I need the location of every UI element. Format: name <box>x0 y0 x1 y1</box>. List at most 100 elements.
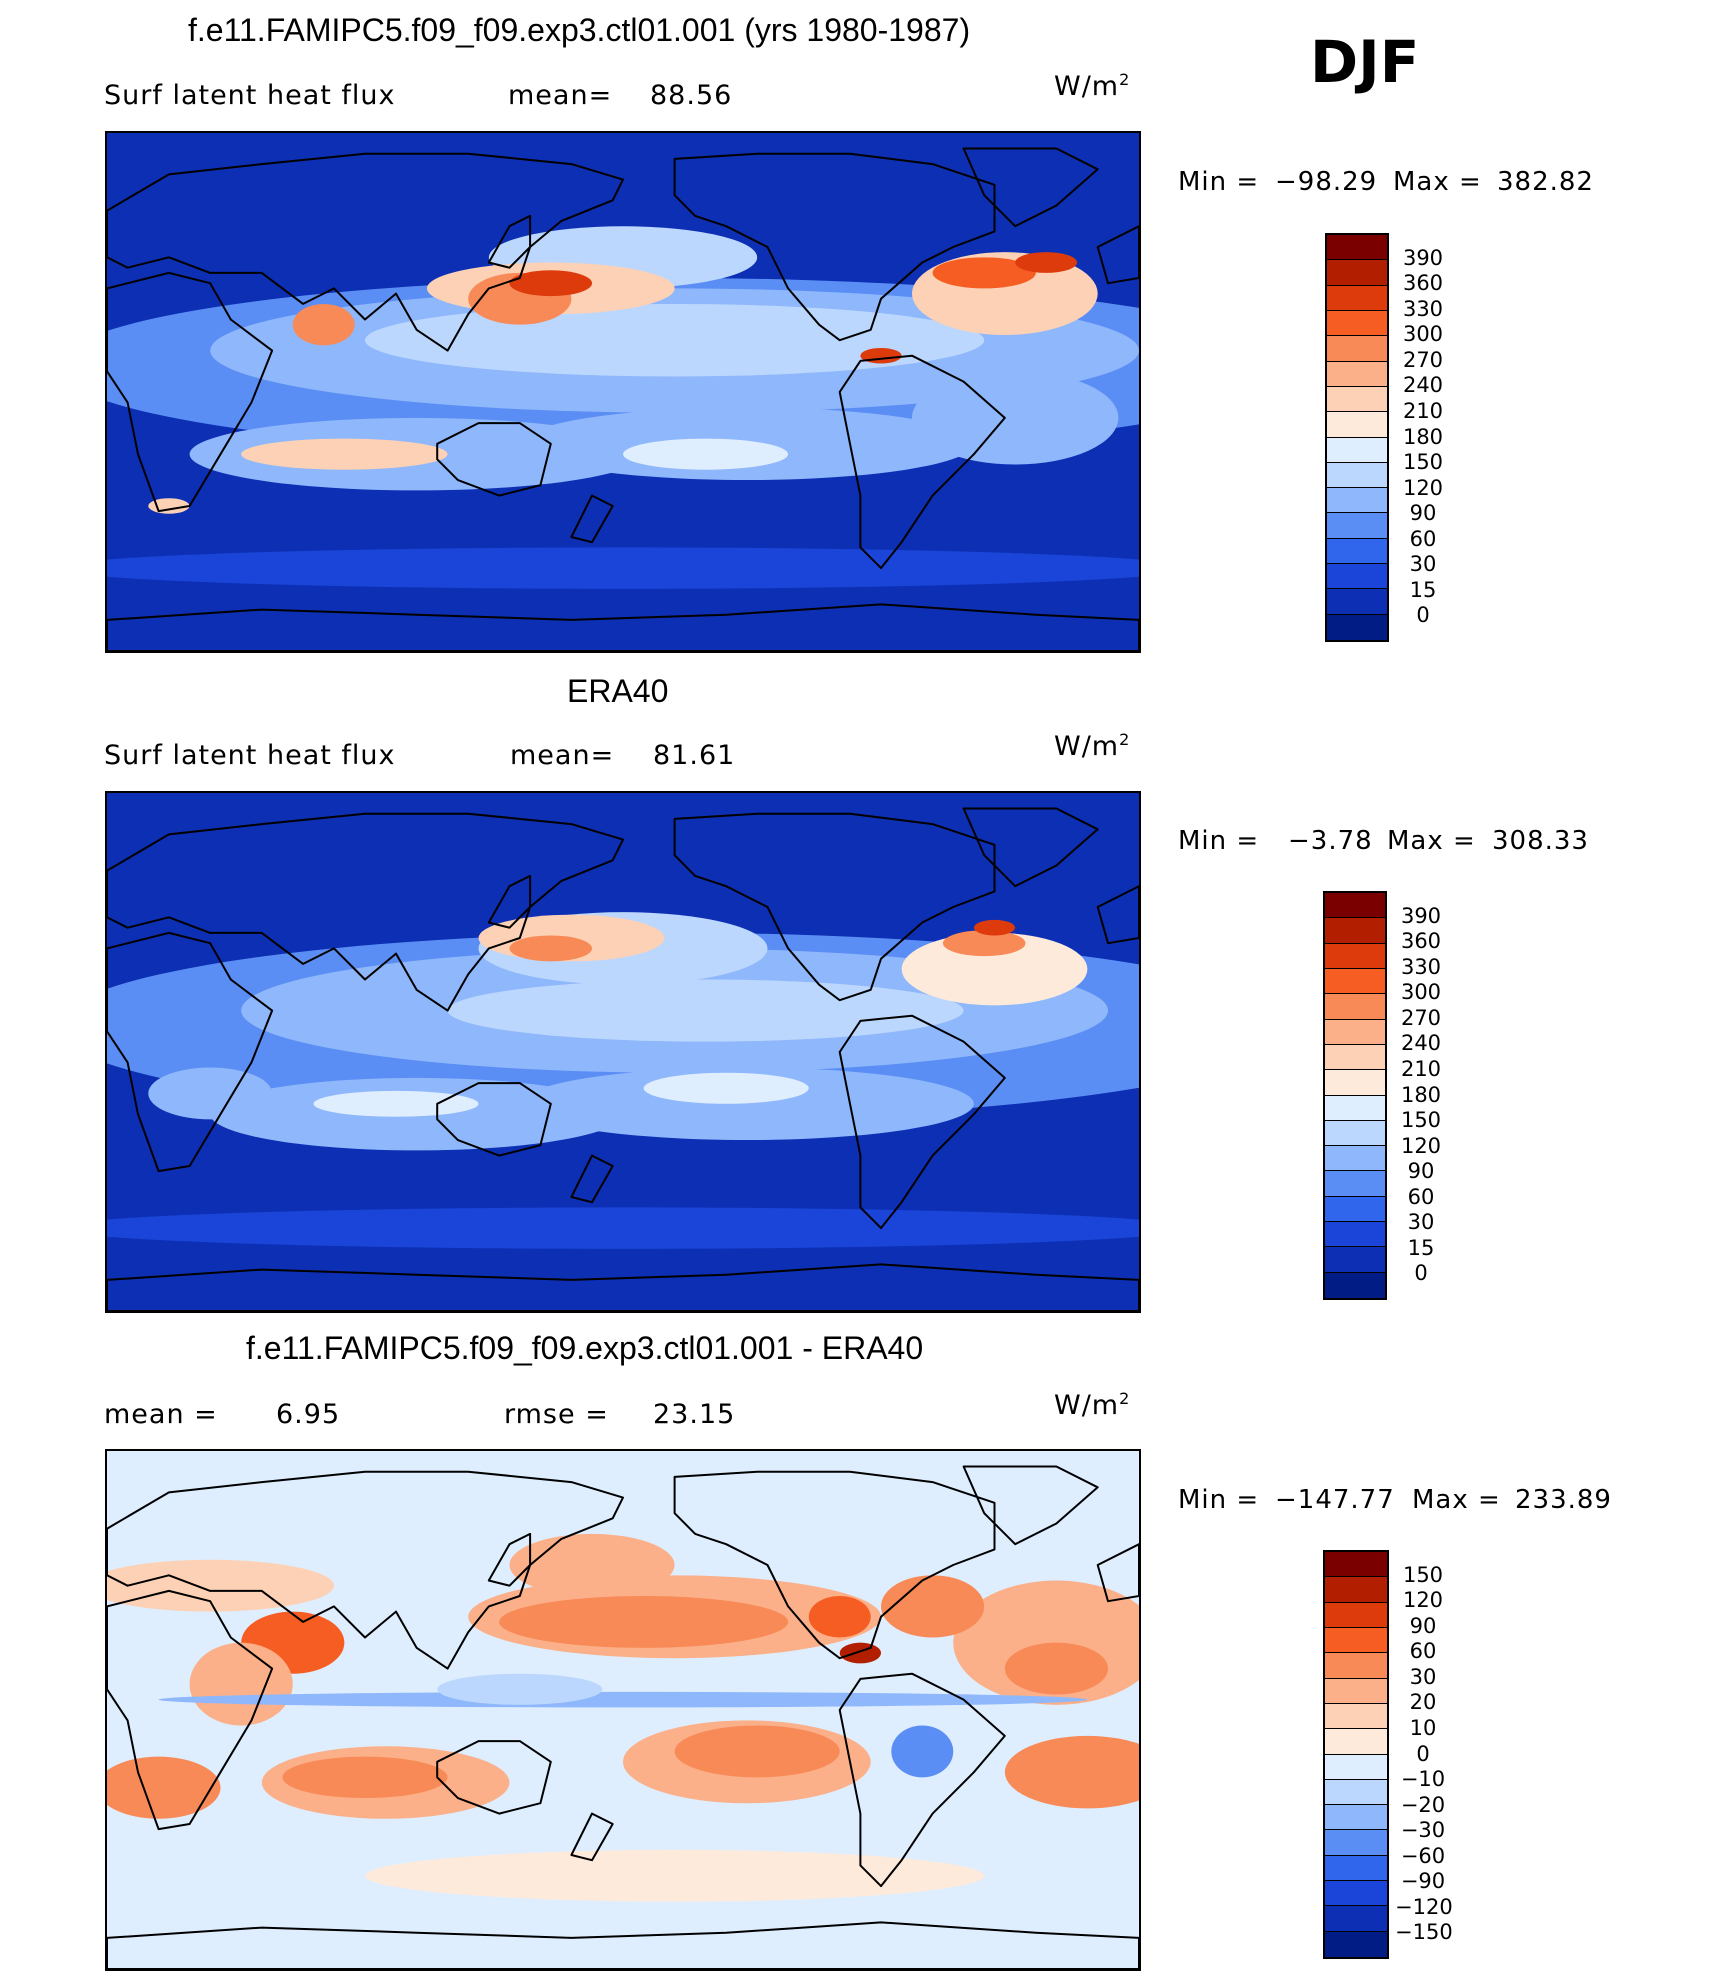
coastline <box>673 152 996 342</box>
colorbar-level-label: −90 <box>1400 1869 1446 1894</box>
colorbar-cell <box>1325 1272 1385 1298</box>
contour-region <box>839 1642 881 1664</box>
contour-region <box>1004 1735 1139 1809</box>
coastline <box>487 1532 532 1587</box>
panel-2-mean-label: mean= <box>510 740 615 771</box>
panel-3-colorbar <box>1323 1550 1389 1959</box>
coastline <box>673 1470 996 1660</box>
colorbar-cell <box>1325 943 1385 969</box>
contour-region <box>674 1725 840 1778</box>
contour-region <box>509 935 593 962</box>
colorbar-level-label: 15 <box>1407 1235 1435 1260</box>
panel-3-rmse-value: 23.15 <box>653 1399 736 1430</box>
coastline <box>107 1263 1139 1311</box>
contour-region <box>643 1072 809 1104</box>
colorbar-level-label: −30 <box>1400 1818 1446 1843</box>
colorbar-cell <box>1327 513 1387 539</box>
coastline <box>487 874 532 929</box>
coastline <box>436 1740 552 1815</box>
contour-region <box>158 1691 1088 1708</box>
colorbar-level-label: 20 <box>1409 1690 1437 1715</box>
colorbar-level-label: 150 <box>1400 1108 1442 1133</box>
colorbar-cell <box>1327 412 1387 438</box>
colorbar-cell <box>1325 1906 1387 1932</box>
contour-region <box>364 303 985 377</box>
panel-2-variable-label: Surf latent heat flux <box>104 740 396 771</box>
colorbar-level-label: 270 <box>1400 1005 1442 1030</box>
colorbar-level-label: 210 <box>1402 398 1444 423</box>
colorbar-cell <box>1325 1146 1385 1172</box>
colorbar-cell <box>1325 1602 1387 1628</box>
panel-1-variable-label: Surf latent heat flux <box>104 80 396 111</box>
colorbar-cell <box>1325 1019 1385 1045</box>
coastline <box>962 807 1099 888</box>
colorbar-level-label: 0 <box>1414 1261 1428 1286</box>
panel-3-min-label: Min = <box>1178 1485 1260 1515</box>
panel-2-max-value: 308.33 <box>1492 826 1589 856</box>
contour-region <box>901 932 1088 1006</box>
colorbar-level-label: 0 <box>1416 603 1430 628</box>
colorbar-level-label: 150 <box>1402 450 1444 475</box>
colorbar-cell <box>1325 1577 1387 1603</box>
season-label: DJF <box>1310 28 1420 96</box>
colorbar-level-label: 240 <box>1400 1031 1442 1056</box>
colorbar-cell <box>1327 589 1387 615</box>
colorbar-cell <box>1327 336 1387 362</box>
colorbar-level-label: −150 <box>1395 1920 1453 1945</box>
panel-1-min-value: −98.29 <box>1275 167 1378 197</box>
colorbar-level-label: 300 <box>1400 980 1442 1005</box>
coastline <box>107 1921 1139 1969</box>
panel-1-max-value: 382.82 <box>1497 167 1594 197</box>
colorbar-cell <box>1325 1095 1385 1121</box>
colorbar-level-label: 300 <box>1402 322 1444 347</box>
colorbar-level-label: 120 <box>1402 1588 1444 1613</box>
contour-region <box>891 1725 954 1778</box>
panel-3-max-label: Max = <box>1412 1485 1501 1515</box>
coastline <box>1096 885 1139 945</box>
colorbar-cell <box>1325 1754 1387 1780</box>
colorbar-level-label: 30 <box>1409 1664 1437 1689</box>
coastline <box>1096 225 1139 285</box>
colorbar-level-label: 390 <box>1402 245 1444 270</box>
colorbar-level-label: 120 <box>1402 475 1444 500</box>
colorbar-cell <box>1327 462 1387 489</box>
contour-region <box>973 919 1016 936</box>
contour-region <box>447 979 964 1042</box>
colorbar-cell <box>1325 1779 1387 1806</box>
colorbar-cell <box>1327 437 1387 463</box>
panel-2-colorbar <box>1323 891 1387 1300</box>
contour-region <box>107 1756 221 1819</box>
colorbar-level-label: 15 <box>1409 577 1437 602</box>
coastline <box>107 1589 274 1831</box>
colorbar-level-label: 360 <box>1402 271 1444 296</box>
colorbar-level-label: 210 <box>1400 1056 1442 1081</box>
colorbar-cell <box>1325 1653 1387 1679</box>
colorbar-level-label: 150 <box>1402 1562 1444 1587</box>
colorbar-cell <box>1325 1247 1385 1273</box>
colorbar-level-label: 330 <box>1402 296 1444 321</box>
colorbar-cell <box>1327 488 1387 514</box>
contour-region <box>509 270 593 297</box>
colorbar-level-label: 120 <box>1400 1133 1442 1158</box>
colorbar-cell <box>1325 1552 1387 1578</box>
coastline <box>107 812 624 1012</box>
panel-3-rmse-label: rmse = <box>504 1399 609 1430</box>
coastline <box>838 354 1006 570</box>
colorbar-level-label: 90 <box>1407 1159 1435 1184</box>
coastline <box>838 1014 1006 1230</box>
contour-region <box>189 1642 293 1726</box>
panel-2-title: ERA40 <box>567 673 669 709</box>
colorbar-level-label: −10 <box>1400 1767 1446 1792</box>
contour-region <box>881 1575 985 1638</box>
panel-3-mean-value: 6.95 <box>276 1399 341 1430</box>
colorbar-level-label: 330 <box>1400 954 1442 979</box>
colorbar-cell <box>1325 968 1385 995</box>
contour-region <box>509 1533 675 1597</box>
colorbar-cell <box>1325 1703 1387 1730</box>
coastline <box>962 1465 1099 1546</box>
colorbar-level-label: 60 <box>1407 1184 1435 1209</box>
coastline <box>570 1154 614 1204</box>
contour-region <box>364 1849 985 1902</box>
panel-2-map <box>105 791 1141 1313</box>
colorbar-cell <box>1327 564 1387 590</box>
